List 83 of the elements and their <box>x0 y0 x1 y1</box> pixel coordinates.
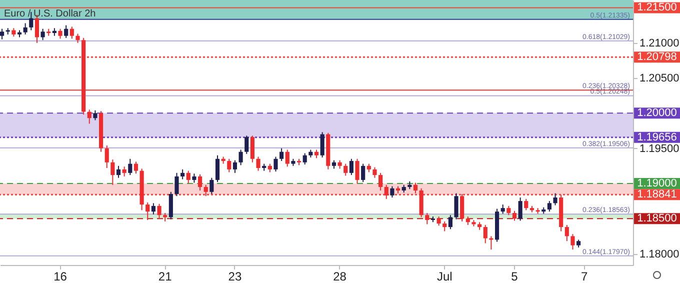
candlestick <box>564 224 569 242</box>
candlestick <box>29 11 34 31</box>
candlestick <box>344 163 348 176</box>
candlestick <box>302 152 307 165</box>
candlestick <box>250 135 254 163</box>
y-tick-label: 1.20500 <box>640 72 680 85</box>
ref-line-label: 1.21500 <box>637 2 677 14</box>
candlestick <box>215 154 220 183</box>
candlestick <box>157 203 162 220</box>
candlestick <box>122 166 126 177</box>
y-tick-label: 1.21000 <box>640 37 680 50</box>
candlestick <box>454 192 458 220</box>
candlestick <box>146 202 150 221</box>
candlestick <box>210 177 214 195</box>
candlestick <box>23 22 28 35</box>
candlestick <box>128 158 132 176</box>
candlestick <box>372 166 377 178</box>
x-tick-label: 21 <box>158 270 172 283</box>
candlestick <box>227 158 232 173</box>
candlestick <box>76 33 80 44</box>
candlestick <box>413 182 418 194</box>
candlestick <box>500 204 505 214</box>
candlestick <box>390 186 394 198</box>
ref-line-label: 1.19656 <box>637 131 677 144</box>
x-tick-label: 16 <box>54 270 68 283</box>
candlestick <box>192 173 196 184</box>
candlestick <box>460 194 464 222</box>
y-tick-label: 1.18000 <box>640 248 680 260</box>
candlestick <box>355 158 360 184</box>
candlestick <box>70 26 74 40</box>
ref-line-label: 1.20000 <box>637 107 677 120</box>
candlestick <box>483 224 488 244</box>
candlestick <box>116 165 121 178</box>
x-tick-label: Jul <box>436 270 452 283</box>
candlestick <box>524 198 528 211</box>
candlestick <box>285 149 290 168</box>
candlestick <box>570 234 575 250</box>
candlestick <box>274 156 278 172</box>
candlestick <box>110 159 115 186</box>
candlestick <box>506 205 511 216</box>
text: Euro / U.S. Dollar 2h <box>4 8 96 20</box>
candlestick <box>436 216 441 226</box>
candlestick <box>238 149 243 166</box>
y-tick-label: 1.19500 <box>640 142 680 155</box>
candlestick <box>168 191 173 220</box>
candlestick <box>349 158 354 176</box>
candlestick <box>87 109 92 124</box>
candlestick <box>384 184 388 200</box>
ref-line-label: 1.18841 <box>637 188 677 201</box>
candlestick <box>186 170 190 184</box>
x-tick-label: 23 <box>228 270 242 283</box>
candlestick <box>151 202 156 215</box>
ref-line-label: 1.20798 <box>637 51 677 64</box>
x-tick-label: 28 <box>333 270 347 283</box>
candlestick <box>256 156 260 172</box>
candlestick <box>198 174 202 191</box>
candlestick <box>64 24 68 38</box>
ref-line-label: 1.18500 <box>637 212 677 225</box>
candlestick <box>58 28 62 40</box>
candlestick <box>361 163 366 183</box>
candlestick <box>244 135 249 154</box>
candlestick <box>232 160 238 174</box>
x-tick-label: 5 <box>511 270 518 283</box>
candlestick <box>280 148 284 162</box>
candlestick <box>442 220 447 232</box>
candlestick <box>518 197 522 222</box>
candlestick <box>547 200 552 212</box>
candlestick <box>512 210 517 222</box>
candlestick <box>134 161 138 174</box>
candlestick <box>553 192 558 206</box>
candlestick <box>448 214 452 230</box>
ref-line-label: 1.19000 <box>637 177 677 190</box>
candlestick <box>93 110 98 121</box>
candlestick <box>174 172 179 197</box>
candlestick <box>40 28 45 41</box>
x-tick-label: 7 <box>581 270 588 283</box>
candlestick <box>320 132 324 158</box>
candlestick <box>0 28 4 40</box>
candlestick <box>180 168 185 180</box>
candlestick <box>104 145 109 168</box>
candlestick <box>378 172 383 191</box>
candlestick <box>204 184 208 197</box>
candlestick <box>425 212 430 225</box>
